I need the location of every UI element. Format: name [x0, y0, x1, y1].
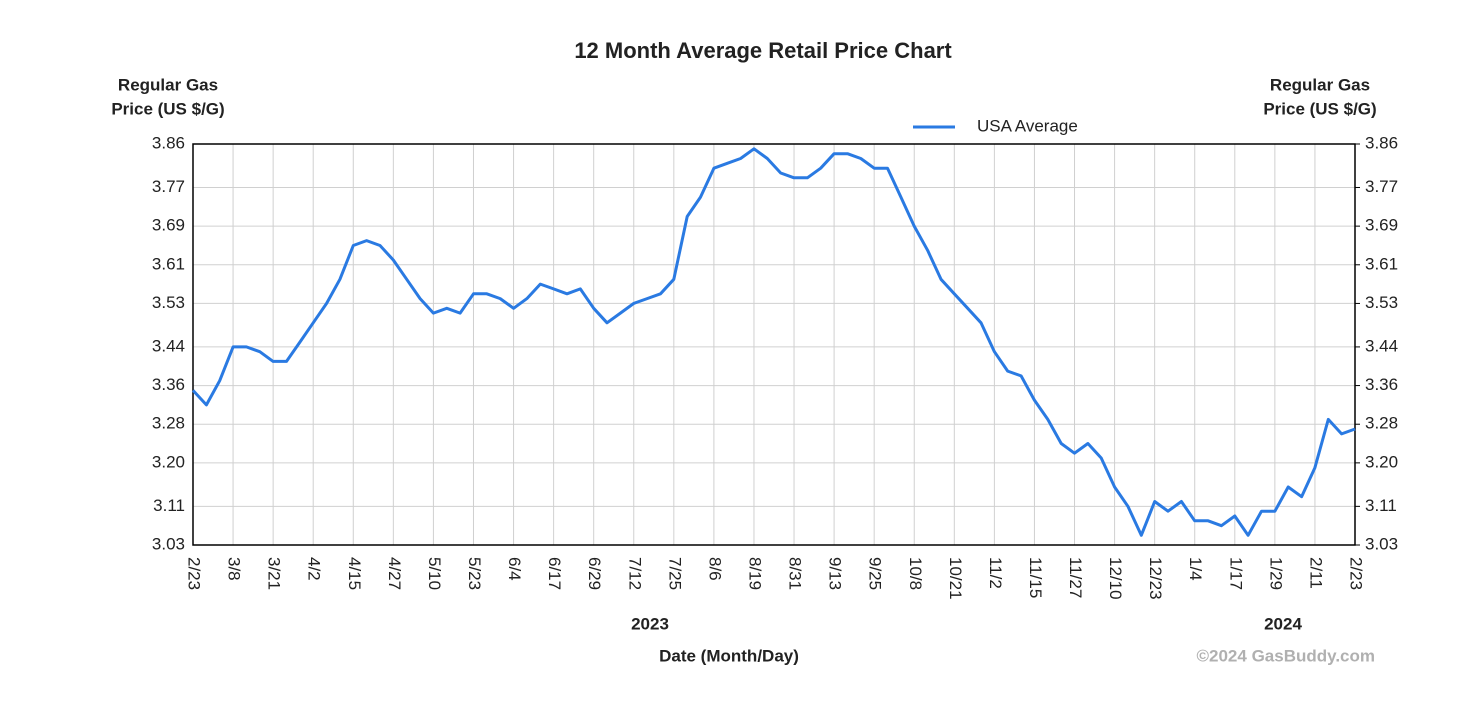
y-tick-label: 3.86: [152, 133, 185, 152]
x-tick-label: 8/19: [745, 557, 764, 590]
x-tick-label: 8/31: [786, 557, 805, 590]
x-tick-label: 1/29: [1266, 557, 1285, 590]
y2-tick-label: 3.20: [1365, 452, 1398, 471]
x-tick-label: 5/23: [465, 557, 484, 590]
x-tick-label: 6/4: [505, 557, 524, 581]
y2-tick-label: 3.44: [1365, 336, 1398, 355]
x-tick-label: 8/6: [705, 557, 724, 581]
y2-tick-label: 3.61: [1365, 254, 1398, 273]
y-tick-label: 3.61: [152, 254, 185, 273]
x-tick-label: 2/11: [1306, 557, 1325, 589]
x-tick-label: 3/21: [265, 557, 284, 590]
y-axis-label: Regular Gas: [118, 75, 218, 94]
x-tick-label: 4/15: [345, 557, 364, 590]
y-tick-label: 3.11: [153, 496, 185, 515]
y-tick-label: 3.69: [152, 216, 185, 235]
x-tick-label: 11/2: [986, 557, 1005, 589]
x-tick-label: 6/29: [585, 557, 604, 590]
y2-tick-label: 3.28: [1365, 414, 1398, 433]
x-tick-label: 7/25: [665, 557, 684, 590]
legend-label: USA Average: [977, 116, 1078, 135]
x-tick-label: 11/15: [1026, 557, 1045, 598]
x-tick-label: 3/8: [225, 557, 244, 581]
line-series: [191, 147, 1356, 537]
y2-tick-label: 3.86: [1365, 133, 1398, 152]
x-tick-label: 4/2: [305, 557, 324, 581]
x-tick-label: 9/25: [866, 557, 885, 590]
x-tick-label: 9/13: [826, 557, 845, 590]
y2-tick-label: 3.77: [1365, 177, 1398, 196]
y-tick-label: 3.77: [152, 177, 185, 196]
x-tick-label: 7/12: [625, 557, 644, 590]
x-tick-label: 5/10: [425, 557, 444, 590]
x-tick-label: 2/23: [1347, 557, 1366, 590]
y2-tick-label: 3.53: [1365, 293, 1398, 312]
x-tick-label: 12/23: [1146, 557, 1165, 600]
y-tick-label: 3.28: [152, 414, 185, 433]
y2-tick-label: 3.36: [1365, 375, 1398, 394]
year-label: 2024: [1264, 614, 1302, 633]
y2-tick-label: 3.69: [1365, 216, 1398, 235]
y2-axis-label: Regular Gas: [1270, 75, 1370, 94]
x-tick-label: 10/21: [946, 557, 965, 600]
y-axis-label: Price (US $/G): [111, 99, 224, 118]
x-tick-label: 12/10: [1106, 557, 1125, 600]
x-tick-label: 6/17: [545, 557, 564, 590]
x-tick-label: 1/4: [1186, 557, 1205, 581]
y2-tick-label: 3.11: [1365, 496, 1397, 515]
y-tick-label: 3.36: [152, 375, 185, 394]
x-tick-label: 4/27: [385, 557, 404, 590]
x-axis-label: Date (Month/Day): [659, 646, 799, 665]
y2-axis-label: Price (US $/G): [1263, 99, 1376, 118]
y-tick-label: 3.20: [152, 452, 185, 471]
credit: ©2024 GasBuddy.com: [1197, 646, 1376, 665]
chart-title: 12 Month Average Retail Price Chart: [574, 38, 952, 63]
y-tick-label: 3.53: [152, 293, 185, 312]
x-tick-label: 2/23: [185, 557, 204, 590]
x-tick-label: 10/8: [906, 557, 925, 590]
x-tick-label: 11/27: [1066, 557, 1085, 598]
y2-tick-label: 3.03: [1365, 534, 1398, 553]
y-tick-label: 3.03: [152, 534, 185, 553]
y-tick-label: 3.44: [152, 336, 185, 355]
x-tick-label: 1/17: [1226, 557, 1245, 590]
year-label: 2023: [631, 614, 669, 633]
plot-frame: [192, 143, 1356, 546]
